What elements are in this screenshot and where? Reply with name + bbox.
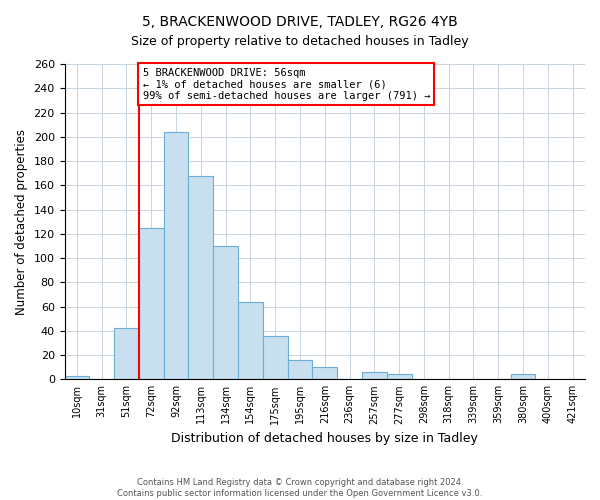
Bar xyxy=(188,176,213,380)
Bar xyxy=(313,367,337,380)
Text: Size of property relative to detached houses in Tadley: Size of property relative to detached ho… xyxy=(131,35,469,48)
Text: Contains HM Land Registry data © Crown copyright and database right 2024.
Contai: Contains HM Land Registry data © Crown c… xyxy=(118,478,482,498)
Text: 5 BRACKENWOOD DRIVE: 56sqm
← 1% of detached houses are smaller (6)
99% of semi-d: 5 BRACKENWOOD DRIVE: 56sqm ← 1% of detac… xyxy=(143,68,430,101)
Bar xyxy=(362,372,387,380)
Bar xyxy=(139,228,164,380)
X-axis label: Distribution of detached houses by size in Tadley: Distribution of detached houses by size … xyxy=(172,432,478,445)
Bar xyxy=(238,302,263,380)
Bar xyxy=(511,374,535,380)
Text: 5, BRACKENWOOD DRIVE, TADLEY, RG26 4YB: 5, BRACKENWOOD DRIVE, TADLEY, RG26 4YB xyxy=(142,15,458,29)
Bar xyxy=(263,336,287,380)
Y-axis label: Number of detached properties: Number of detached properties xyxy=(15,128,28,314)
Bar xyxy=(287,360,313,380)
Bar xyxy=(164,132,188,380)
Bar xyxy=(213,246,238,380)
Bar xyxy=(114,328,139,380)
Bar xyxy=(387,374,412,380)
Bar xyxy=(65,376,89,380)
